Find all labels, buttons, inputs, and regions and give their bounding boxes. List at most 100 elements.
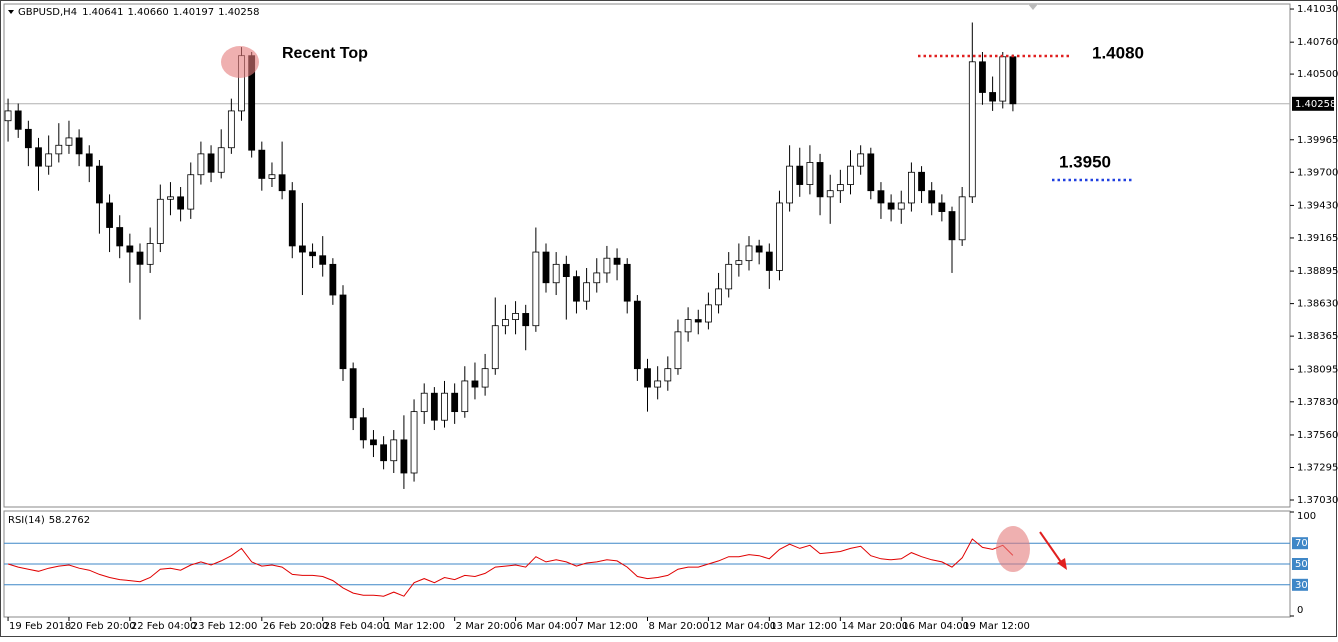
candle-body xyxy=(481,368,489,388)
candle-body xyxy=(644,368,651,388)
candle-body xyxy=(45,153,53,167)
candle-body xyxy=(989,92,997,102)
candle-body xyxy=(867,153,875,192)
candle-body xyxy=(583,282,591,302)
highlight-circle xyxy=(996,526,1030,572)
candle-body xyxy=(705,304,712,323)
y-tick-label: 1.40500 xyxy=(1297,69,1338,80)
candle-body xyxy=(623,263,631,302)
candle-body xyxy=(979,61,986,93)
candle-body xyxy=(288,190,296,247)
candle-body xyxy=(116,227,124,247)
x-tick-label: 16 Mar 04:00 xyxy=(902,621,969,632)
candle-body xyxy=(167,196,174,200)
annotation: 1.3950 xyxy=(1059,152,1111,171)
highlight-circle xyxy=(221,46,259,78)
candle-body xyxy=(786,165,794,204)
candle-body xyxy=(207,153,215,173)
candle-body xyxy=(55,144,63,155)
menu-arrow[interactable] xyxy=(8,10,14,14)
rsi-header: RSI(14) 58.2762 xyxy=(8,515,90,526)
x-tick-label: 26 Feb 20:00 xyxy=(263,621,329,632)
level-box xyxy=(1292,578,1308,591)
candle-body xyxy=(918,171,925,192)
candle-body xyxy=(380,444,388,462)
candle-body xyxy=(765,251,773,271)
candle-body xyxy=(420,392,428,413)
x-tick-label: 22 Feb 04:00 xyxy=(131,621,197,632)
candle-body xyxy=(4,110,12,122)
candle-body xyxy=(430,392,438,421)
header-low: 1.40197 xyxy=(173,7,214,18)
candle-body xyxy=(928,190,936,204)
candle-body xyxy=(410,411,418,474)
candle-body xyxy=(847,165,854,185)
level-box xyxy=(1292,558,1308,570)
price-panel xyxy=(3,3,1291,508)
candle-body xyxy=(349,368,357,419)
x-tick-label: 12 Mar 04:00 xyxy=(709,621,776,632)
candle-body xyxy=(573,276,580,302)
candle-body xyxy=(197,153,205,176)
arrow xyxy=(1039,531,1064,566)
candle-body xyxy=(755,245,763,253)
y-tick-label: 1.38095 xyxy=(1297,364,1338,375)
shift-marker xyxy=(1028,4,1038,10)
candle-body xyxy=(258,149,266,179)
candle-body xyxy=(461,380,469,413)
candle-body xyxy=(339,294,347,370)
y-tick-label: 1.37560 xyxy=(1297,430,1338,441)
candle-body xyxy=(562,263,570,278)
candle-body xyxy=(278,174,286,192)
candle-body xyxy=(654,380,662,388)
candle-body xyxy=(491,325,499,370)
candle-body xyxy=(14,110,22,130)
candle-body xyxy=(735,260,743,265)
candle-body xyxy=(187,174,195,210)
y-tick-label: 1.37295 xyxy=(1297,462,1338,473)
header-high: 1.40660 xyxy=(127,7,168,18)
candle-body xyxy=(65,137,73,146)
candle-body xyxy=(136,251,144,265)
y-tick-label: 1.39430 xyxy=(1297,200,1338,211)
current-price-label: 1.40258 xyxy=(1295,99,1336,110)
candle-body xyxy=(542,251,550,284)
rsi-last: 58.2762 xyxy=(49,515,90,526)
level-label: 30 xyxy=(1295,580,1308,591)
current-price-box xyxy=(1292,96,1334,111)
candle-body xyxy=(156,198,164,244)
candle-body xyxy=(522,313,530,327)
y-tick-label: 1.38365 xyxy=(1297,331,1338,342)
candle-body xyxy=(309,251,316,257)
y-tick-label: 1.41030 xyxy=(1297,4,1338,15)
x-tick-label: 20 Feb 20:00 xyxy=(70,621,136,632)
chart-header: GBPUSD,H4 1.40641 1.40660 1.40197 1.40258 xyxy=(18,7,260,18)
candle-body xyxy=(745,245,753,262)
candle-body xyxy=(299,245,306,253)
candle-body xyxy=(35,147,42,167)
candle-body xyxy=(502,319,509,327)
candle-body xyxy=(836,184,844,192)
candle-body xyxy=(227,110,235,149)
candle-body xyxy=(684,319,692,333)
candle-body xyxy=(126,245,134,253)
y-tick-label: 0 xyxy=(1297,605,1303,616)
candle-body xyxy=(725,263,733,290)
y-tick-label: 1.37830 xyxy=(1297,397,1338,408)
x-tick-label: 19 Mar 12:00 xyxy=(963,621,1030,632)
candle-body xyxy=(359,417,367,441)
level-label: 70 xyxy=(1295,538,1308,549)
candle-body xyxy=(532,251,540,327)
x-tick-label: 2 Mar 20:00 xyxy=(456,621,516,632)
rsi-title: RSI(14) xyxy=(8,515,45,526)
candle-body xyxy=(451,392,459,413)
candle-body xyxy=(715,288,722,306)
y-tick-label: 1.38630 xyxy=(1297,299,1338,310)
candle-body xyxy=(958,196,966,241)
candle-body xyxy=(268,174,276,179)
candle-body xyxy=(776,202,783,271)
candle-body xyxy=(613,257,621,265)
y-tick-label: 1.39700 xyxy=(1297,167,1338,178)
